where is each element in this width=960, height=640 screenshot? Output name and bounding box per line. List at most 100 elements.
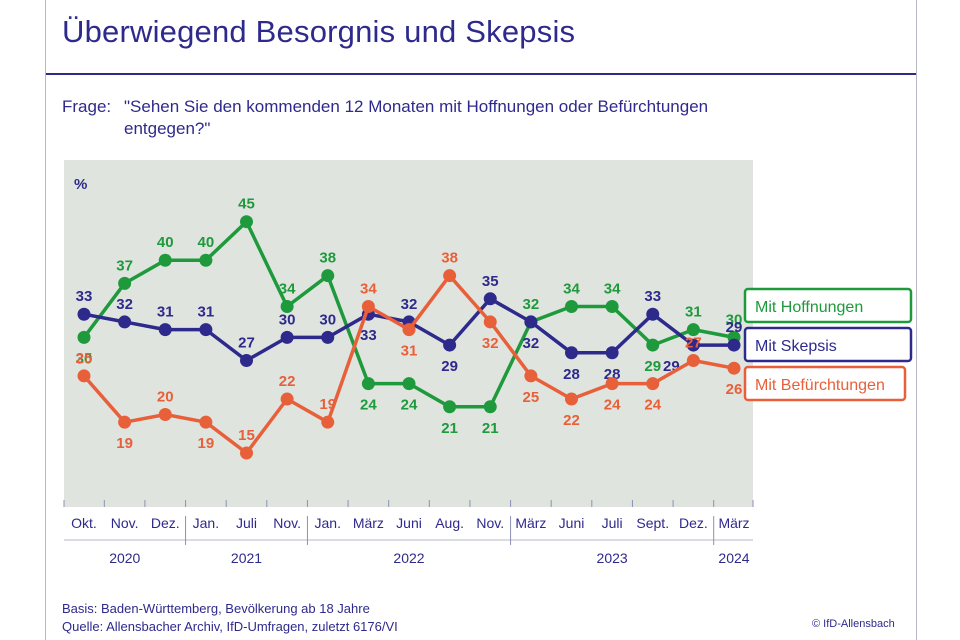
- data-point-hoffnungen: [280, 300, 294, 314]
- data-label-befuerchtungen: 32: [482, 335, 499, 352]
- data-label-skepsis: 28: [604, 366, 621, 383]
- x-tick-label: März: [515, 515, 546, 531]
- data-point-hoffnungen: [686, 323, 700, 337]
- year-label: 2023: [597, 550, 628, 566]
- data-point-hoffnungen: [321, 269, 335, 283]
- data-point-hoffnungen: [158, 253, 172, 267]
- year-label: 2024: [718, 550, 749, 566]
- data-label-befuerchtungen: 24: [604, 397, 621, 414]
- data-point-befuerchtungen: [565, 392, 578, 406]
- data-point-hoffnungen: [646, 338, 660, 352]
- data-point-skepsis: [280, 330, 294, 344]
- data-point-befuerchtungen: [605, 377, 619, 391]
- data-label-skepsis: 33: [644, 288, 661, 305]
- data-point-skepsis: [158, 323, 172, 337]
- data-label-hoffnungen: 32: [523, 296, 540, 313]
- data-point-skepsis: [321, 330, 335, 344]
- legend-box-befuerchtungen: [743, 365, 907, 402]
- data-point-befuerchtungen: [443, 269, 457, 283]
- legend-label-skepsis: Mit Skepsis: [755, 338, 837, 355]
- x-tick-label: Dez.: [151, 515, 180, 531]
- y-axis-unit-label: %: [74, 176, 87, 193]
- x-tick-label: Nov.: [111, 515, 139, 531]
- data-label-befuerchtungen: 24: [644, 397, 661, 414]
- data-label-hoffnungen: 34: [563, 281, 580, 298]
- x-tick-label: Sept.: [636, 515, 669, 531]
- data-label-hoffnungen: 34: [604, 281, 621, 298]
- x-tick-label: Jan.: [315, 515, 341, 531]
- x-tick-label: Aug.: [435, 515, 464, 531]
- question-text: Frage: "Sehen Sie den kommenden 12 Monate…: [62, 96, 862, 140]
- year-label: 2021: [231, 550, 262, 566]
- data-point-befuerchtungen: [321, 415, 335, 429]
- data-label-befuerchtungen: 15: [238, 427, 255, 444]
- data-point-befuerchtungen: [118, 415, 132, 429]
- data-label-hoffnungen: 31: [685, 304, 702, 321]
- data-point-hoffnungen: [605, 300, 619, 314]
- data-label-skepsis: 31: [198, 304, 215, 321]
- data-label-befuerchtungen: 19: [198, 435, 215, 452]
- data-label-hoffnungen: 21: [441, 420, 458, 437]
- frame-left-border: [45, 0, 46, 640]
- data-point-befuerchtungen: [158, 407, 172, 421]
- data-label-hoffnungen: 34: [279, 281, 296, 298]
- data-label-skepsis: 28: [563, 366, 580, 383]
- data-point-befuerchtungen: [402, 323, 416, 337]
- data-label-skepsis: 35: [482, 273, 499, 290]
- legend-box-skepsis: [743, 326, 913, 363]
- data-label-hoffnungen: 40: [157, 234, 174, 251]
- copyright: © IfD-Allensbach: [812, 618, 895, 630]
- data-point-befuerchtungen: [280, 392, 294, 406]
- data-point-hoffnungen: [118, 276, 132, 290]
- data-label-hoffnungen: 24: [360, 397, 377, 414]
- footer-basis: Basis: Baden-Württemberg, Bevölkerung ab…: [62, 601, 370, 616]
- legend-label-befuerchtungen: Mit Befürchtungen: [755, 377, 885, 394]
- title-divider: [46, 73, 916, 75]
- data-point-skepsis: [483, 292, 497, 306]
- data-label-befuerchtungen: 19: [319, 396, 336, 413]
- data-label-befuerchtungen: 25: [76, 350, 93, 367]
- data-label-befuerchtungen: 31: [401, 343, 418, 360]
- data-point-hoffnungen: [443, 400, 457, 414]
- data-point-befuerchtungen: [646, 377, 660, 391]
- data-point-skepsis: [727, 338, 741, 352]
- data-label-skepsis: 31: [157, 304, 174, 321]
- x-tick-label: Juni: [559, 515, 585, 531]
- data-point-skepsis: [605, 346, 619, 360]
- x-tick-label: Juli: [602, 515, 623, 531]
- data-label-hoffnungen: 29: [644, 358, 661, 375]
- x-tick-label: Nov.: [476, 515, 504, 531]
- data-label-befuerchtungen: 19: [116, 435, 133, 452]
- data-point-hoffnungen: [240, 215, 253, 229]
- data-point-hoffnungen: [77, 330, 91, 344]
- data-label-skepsis: 27: [238, 334, 255, 351]
- question-line-2: entgegen?": [124, 119, 211, 138]
- data-point-befuerchtungen: [524, 369, 538, 383]
- x-tick-label: Okt.: [71, 515, 97, 531]
- year-label: 2020: [109, 550, 140, 566]
- footer: Basis: Baden-Württemberg, Bevölkerung ab…: [62, 600, 398, 636]
- data-point-hoffnungen: [483, 400, 497, 414]
- data-label-befuerchtungen: 26: [726, 381, 743, 398]
- data-point-skepsis: [686, 338, 700, 352]
- data-label-hoffnungen: 21: [482, 420, 499, 437]
- question-line-1: "Sehen Sie den kommenden 12 Monaten mit …: [124, 97, 709, 116]
- data-label-hoffnungen: 38: [319, 250, 336, 267]
- data-label-befuerchtungen: 22: [563, 412, 580, 429]
- data-label-skepsis: 29: [726, 319, 743, 336]
- chart-title: Überwiegend Besorgnis und Skepsis: [62, 14, 576, 49]
- data-label-hoffnungen: 40: [198, 234, 215, 251]
- x-tick-label: März: [353, 515, 384, 531]
- frame-right-border: [916, 0, 917, 640]
- data-point-befuerchtungen: [483, 315, 497, 329]
- data-point-befuerchtungen: [240, 446, 253, 460]
- footer-source: Quelle: Allensbacher Archiv, IfD-Umfrage…: [62, 619, 398, 634]
- data-label-befuerchtungen: 27: [685, 334, 702, 351]
- data-point-skepsis: [77, 307, 91, 321]
- x-tick-label: Nov.: [273, 515, 301, 531]
- question-label: Frage:: [62, 97, 112, 116]
- data-label-skepsis: 32: [401, 296, 418, 313]
- data-label-hoffnungen: 45: [238, 196, 255, 213]
- data-label-skepsis: 32: [116, 296, 133, 313]
